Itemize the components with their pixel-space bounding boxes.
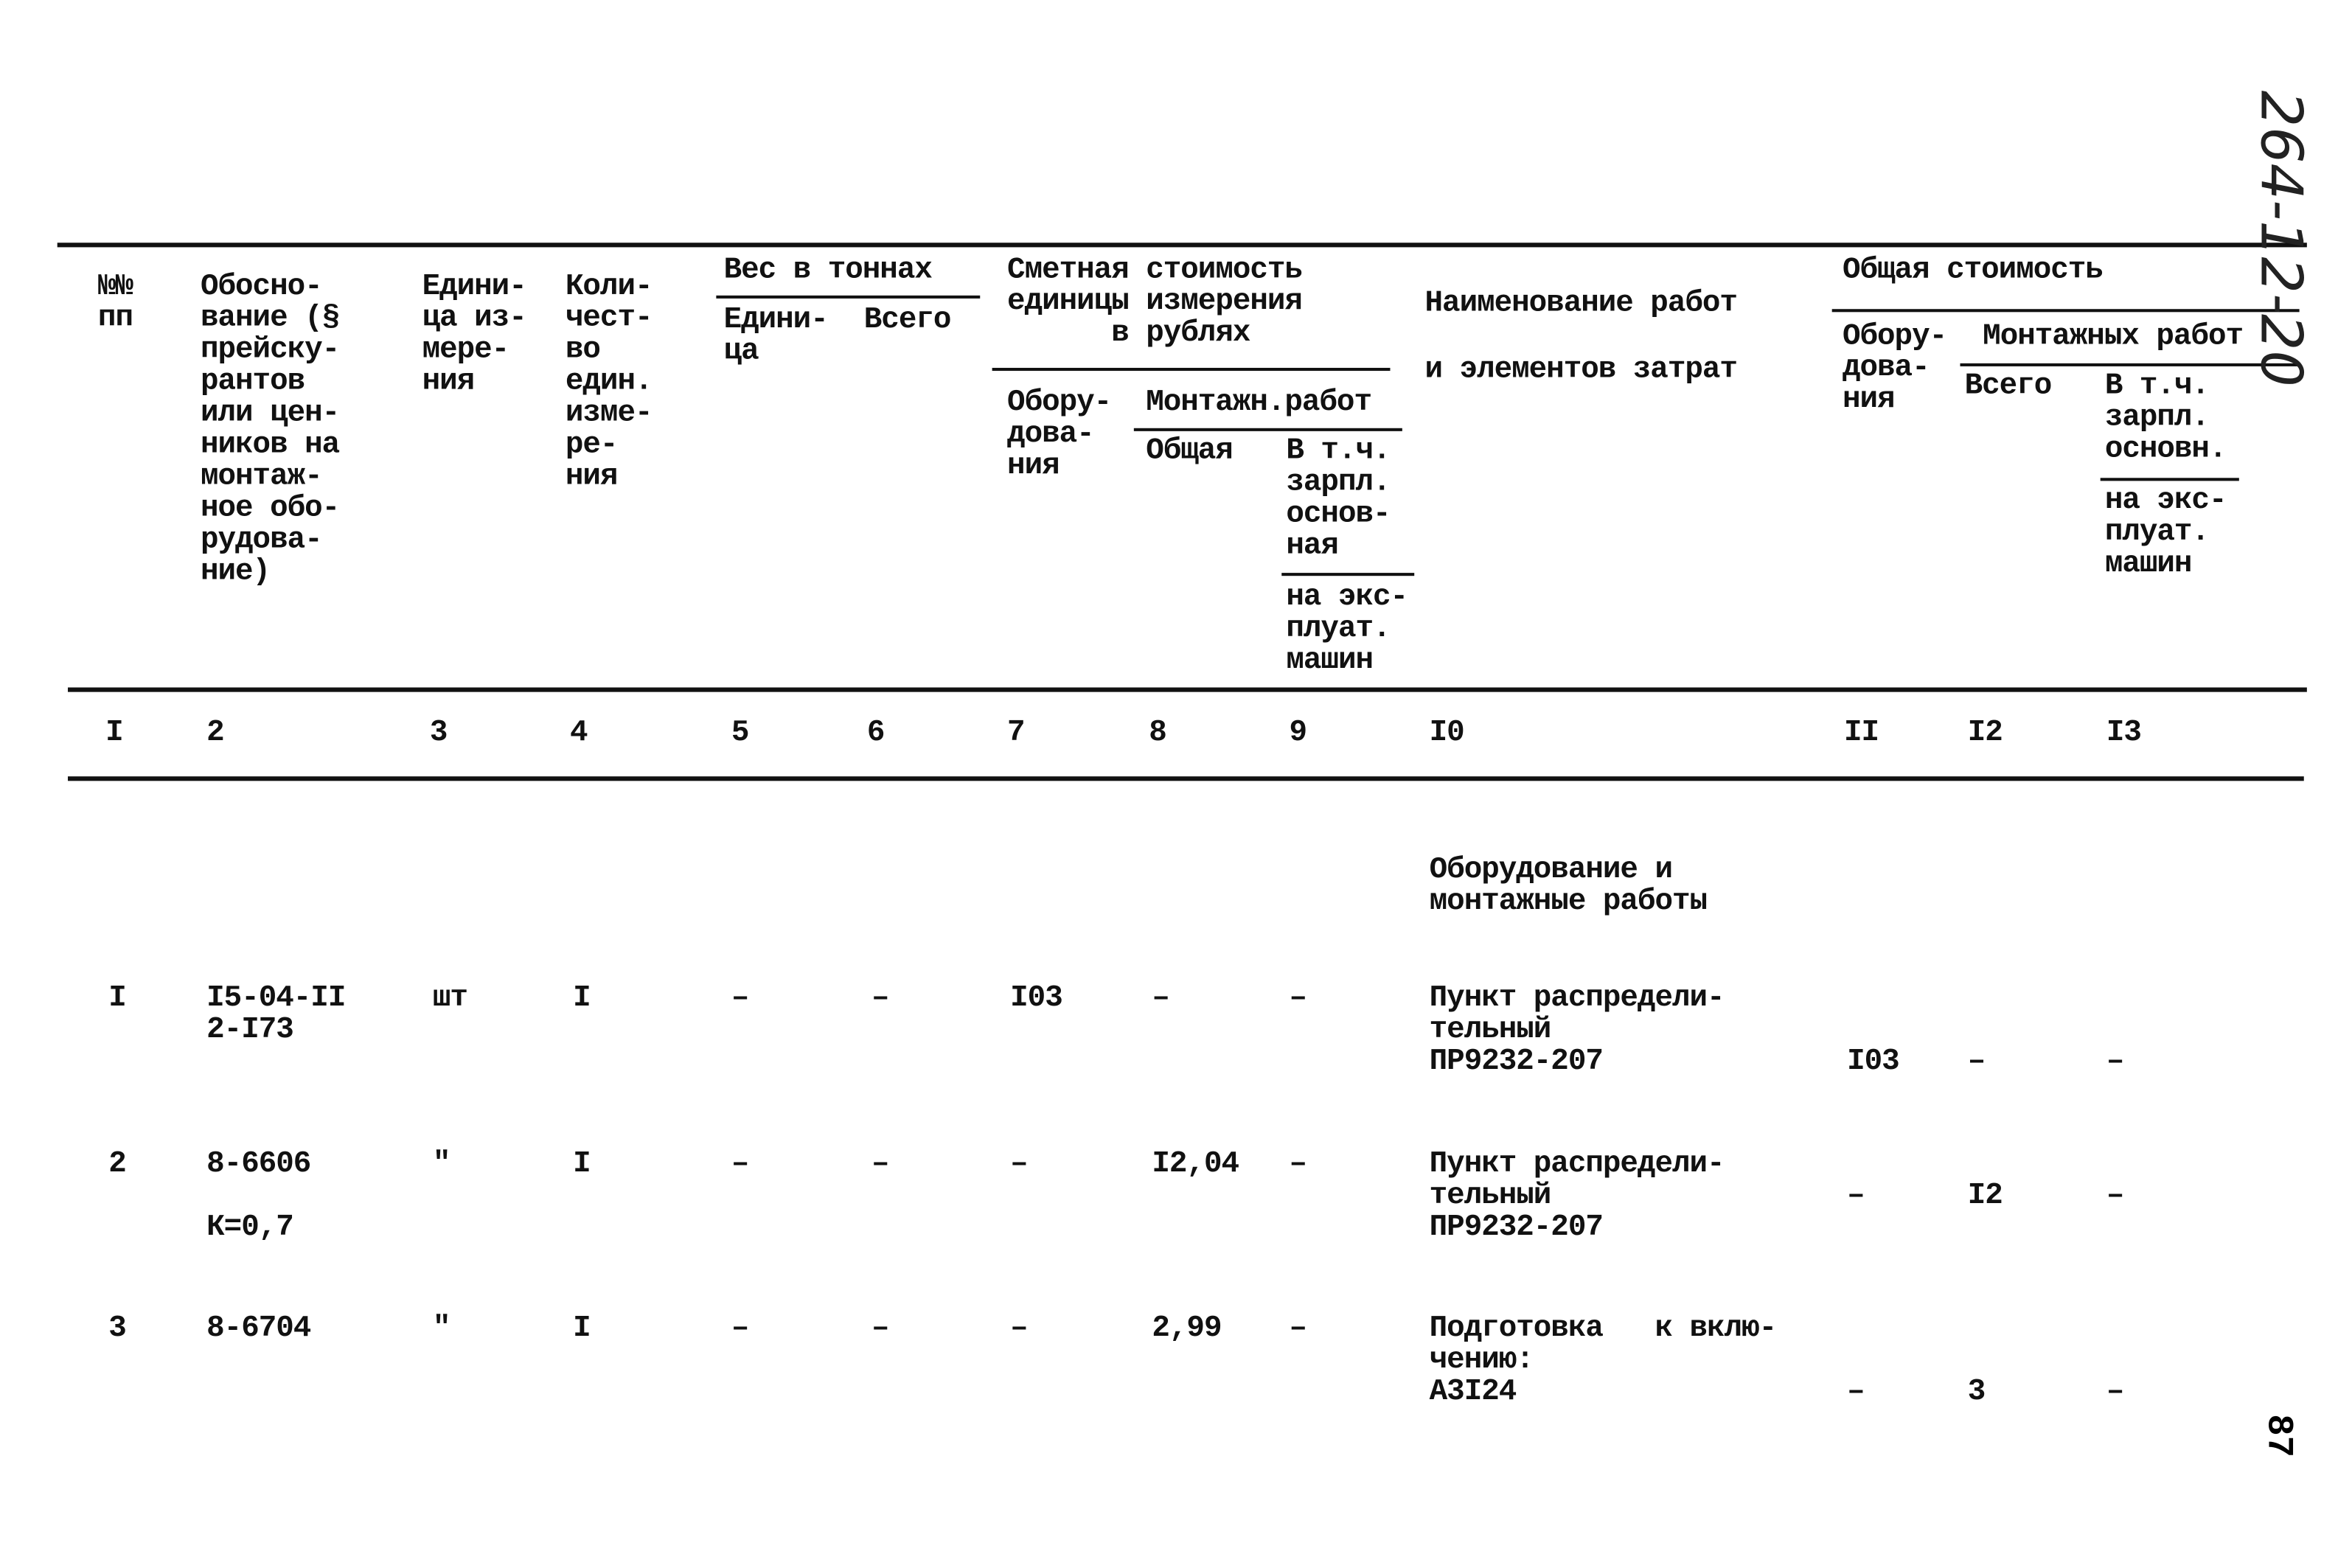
divider	[2100, 478, 2239, 481]
cell-w-total: –	[871, 1147, 890, 1182]
cell-t-wage: –	[2106, 1179, 2125, 1214]
cell-t-inst: –	[1967, 1045, 1986, 1080]
table-top-rule	[57, 243, 2307, 248]
header-unit-install-wage: В т.ч. зарпл. основ- ная	[1286, 433, 1391, 564]
column-number: 9	[1289, 716, 1307, 751]
column-number: 6	[866, 716, 886, 751]
handwritten-code: 264-12-20	[2248, 90, 2315, 387]
header-unit-install-total: Общая	[1146, 433, 1234, 469]
header-unit-cost: Сметная стоимость единицы измерения в ру…	[1007, 253, 1303, 352]
cell-c-inst: –	[1152, 981, 1170, 1017]
divider	[716, 295, 981, 299]
header-total-install-machines: на экс- плуат. машин	[2104, 484, 2227, 582]
cell-c-inst: 2,99	[1152, 1311, 1222, 1347]
column-number: I2	[1967, 716, 2003, 751]
cell-t-wage: –	[2106, 1375, 2125, 1410]
column-number: 2	[206, 716, 225, 751]
cell-t-inst: I2	[1967, 1179, 2003, 1214]
header-number: №№ пп	[97, 270, 133, 337]
cell-unit: "	[432, 1147, 451, 1182]
header-basis: Обосно- вание (§ прейску- рантов или цен…	[200, 270, 340, 590]
cell-unit: шт	[432, 981, 468, 1017]
header-quantity: Коли- чест- во един. изме- ре- ния	[565, 270, 653, 495]
header-name-2: и элементов затрат	[1424, 352, 1738, 388]
cell-name: Пункт распредели- тельный ПР9232-207	[1429, 981, 1725, 1080]
divider	[1960, 363, 2300, 366]
cell-n: I	[108, 981, 127, 1017]
header-name: Наименование работ	[1424, 286, 1738, 321]
column-number: II	[1844, 716, 1879, 751]
cell-name: Пункт распредели- тельный ПР9232-207	[1429, 1147, 1725, 1246]
header-unit-install-machines: на экс- плуат. машин	[1286, 580, 1408, 679]
header-weight-unit: Едини- ца	[723, 303, 829, 370]
column-number: 3	[429, 716, 448, 751]
header-bottom-rule	[68, 687, 2307, 692]
divider	[1831, 309, 2300, 313]
cell-w-total: –	[871, 981, 890, 1017]
header-unit: Едини- ца из- мере- ния	[422, 270, 527, 400]
header-total-install: Монтажных работ	[1983, 319, 2244, 355]
header-total-install-all: Всего	[1964, 369, 2053, 405]
column-number: I	[105, 716, 124, 751]
header-weight-total: Всего	[863, 303, 952, 338]
cell-unit: "	[432, 1311, 451, 1347]
column-number: I0	[1429, 716, 1465, 751]
cell-w-unit: –	[731, 1311, 750, 1347]
cell-qty: I	[573, 1147, 591, 1182]
column-number: 7	[1007, 716, 1026, 751]
cell-basis: 8-6704	[206, 1311, 311, 1347]
cell-t-equip: –	[1847, 1179, 1865, 1214]
cell-c-equip: –	[1010, 1147, 1029, 1182]
cell-name: Подготовка к вклю- чению: А3I24	[1429, 1311, 1777, 1410]
cell-qty: I	[573, 1311, 591, 1347]
column-number: 8	[1149, 716, 1167, 751]
divider	[992, 367, 1391, 372]
cell-c-wage: –	[1289, 1147, 1307, 1182]
divider	[1133, 428, 1402, 431]
cell-basis: 8-6606 К=0,7	[206, 1147, 311, 1246]
divider	[1281, 573, 1415, 576]
column-number: 5	[731, 716, 750, 751]
cell-w-unit: –	[731, 981, 750, 1017]
page-number: 87	[2257, 1414, 2298, 1458]
cell-w-unit: –	[731, 1147, 750, 1182]
section-title: Оборудование и монтажные работы	[1429, 853, 1708, 920]
cell-c-wage: –	[1289, 981, 1307, 1017]
header-unit-install: Монтажн.работ	[1146, 386, 1372, 421]
header-weight: Вес в тоннах	[723, 253, 933, 288]
header-total-cost: Общая стоимость	[1842, 253, 2104, 288]
cell-basis: I5-04-II 2-I73	[206, 981, 346, 1048]
cell-n: 3	[108, 1311, 127, 1347]
cell-qty: I	[573, 981, 591, 1017]
cell-n: 2	[108, 1147, 127, 1182]
cell-t-equip: I03	[1847, 1045, 1900, 1080]
cell-t-equip: –	[1847, 1375, 1865, 1410]
column-number: 4	[570, 716, 588, 751]
cell-t-wage: –	[2106, 1045, 2125, 1080]
cell-c-equip: –	[1010, 1311, 1029, 1347]
cell-c-equip: I03	[1010, 981, 1063, 1017]
cell-t-inst: 3	[1967, 1375, 1986, 1410]
header-unit-equipment: Обору- дова- ния	[1007, 386, 1112, 484]
column-numbers-rule	[68, 776, 2304, 781]
header-total-install-wage: В т.ч. зарпл. основн.	[2104, 369, 2227, 467]
header-total-equipment: Обору- дова- ния	[1842, 319, 1947, 418]
column-number: I3	[2106, 716, 2142, 751]
cell-c-inst: I2,04	[1152, 1147, 1239, 1182]
cell-w-total: –	[871, 1311, 890, 1347]
cell-c-wage: –	[1289, 1311, 1307, 1347]
